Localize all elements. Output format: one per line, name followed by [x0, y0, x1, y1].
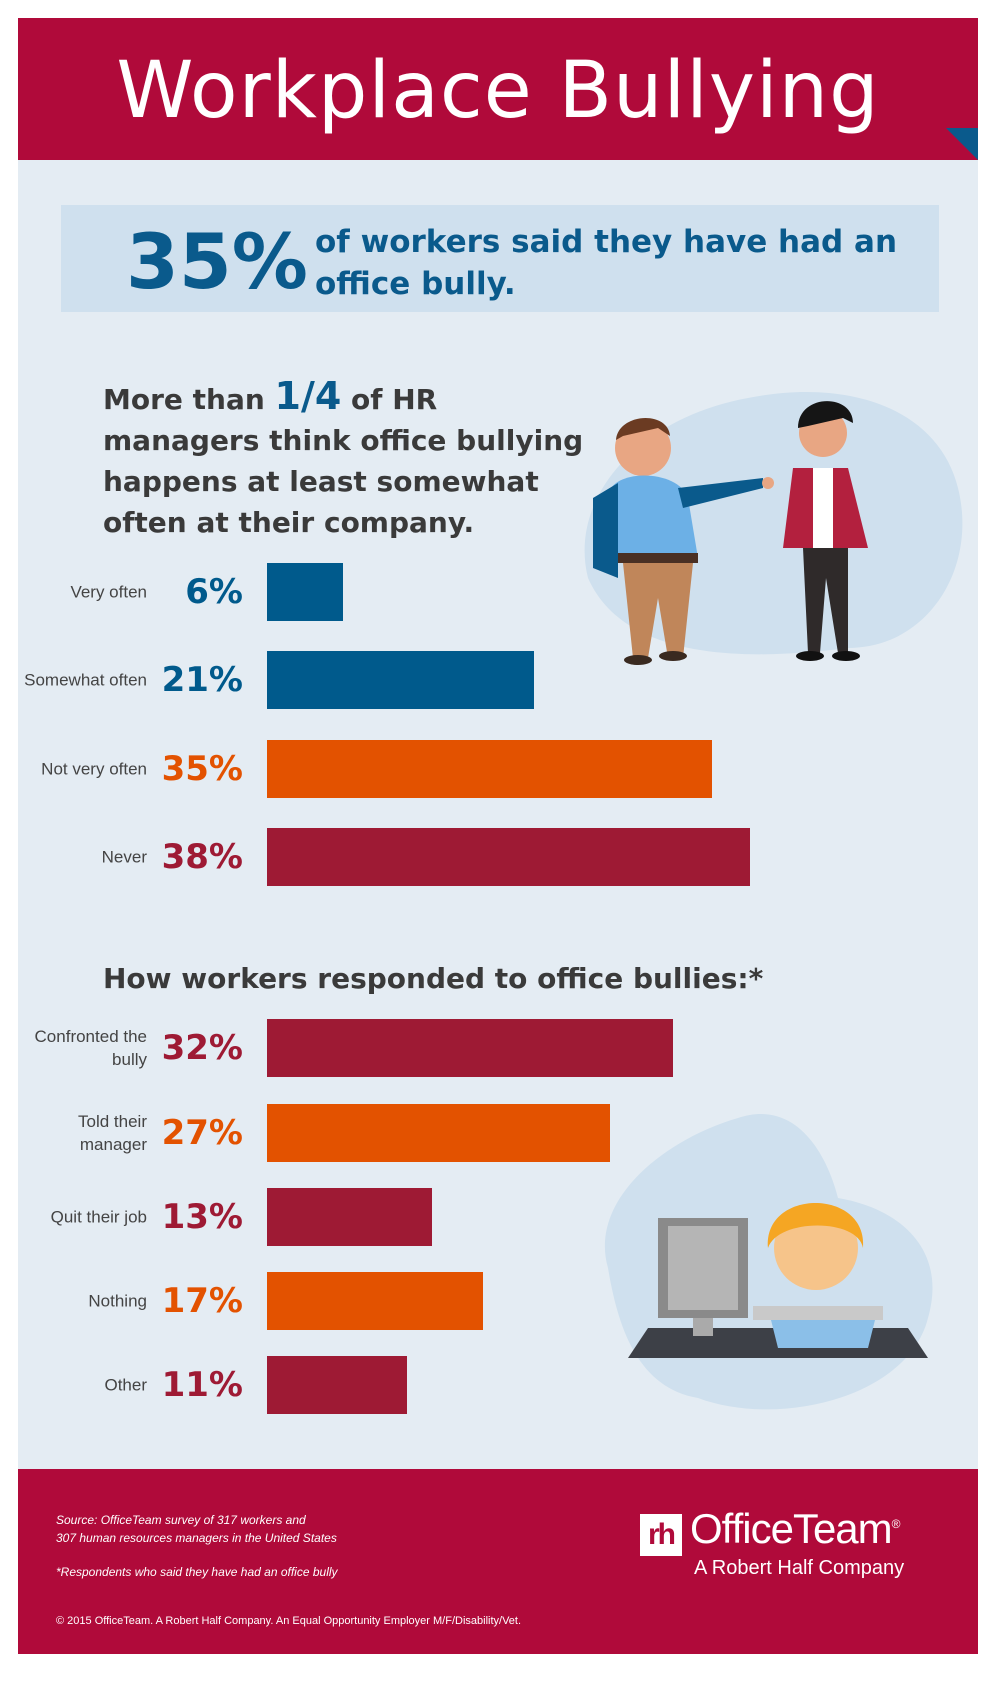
stressed-woman-illustration: [604, 1114, 933, 1410]
bar: [267, 1019, 674, 1077]
bar-row: Other 11%: [18, 1356, 978, 1414]
bar-label: Told their manager: [78, 1112, 147, 1154]
value-label: 32%: [161, 1028, 243, 1068]
bar: [267, 1104, 610, 1162]
infographic: Workplace Bullying 35% of workers said t…: [18, 18, 978, 1654]
bar-row: Never 38%: [18, 828, 978, 886]
bar: [267, 651, 534, 709]
bar-label: Somewhat often: [24, 670, 147, 690]
value-label: 13%: [161, 1197, 243, 1237]
registered-mark: ®: [891, 1517, 901, 1531]
bar-row: Not very often 35%: [18, 740, 978, 798]
bar-label: Confronted the bully: [34, 1027, 147, 1069]
value-label: 6%: [185, 572, 243, 612]
bar-row: Quit their job 13%: [18, 1188, 978, 1246]
heading-emphasis: 1/4: [274, 374, 342, 418]
bar: [267, 1188, 433, 1246]
bar: [267, 1356, 407, 1414]
bar: [267, 828, 750, 886]
value-label: 21%: [161, 660, 243, 700]
section1-heading: More than 1/4 of HR managers think offic…: [103, 376, 603, 543]
value-label: 38%: [161, 837, 243, 877]
bar-row: Confronted the bully 32%: [18, 1019, 978, 1077]
value-label: 11%: [161, 1365, 243, 1405]
source-note: Source: OfficeTeam survey of 317 workers…: [56, 1511, 337, 1547]
bar-label: Not very often: [41, 759, 147, 779]
bar-label: Very often: [70, 582, 147, 602]
source-line-2: 307 human resources managers in the Unit…: [56, 1531, 337, 1545]
bar: [267, 740, 712, 798]
bar-label: Never: [101, 847, 147, 867]
value-label: 35%: [161, 749, 243, 789]
section2-heading: How workers responded to office bullies:…: [103, 962, 764, 995]
page-title: Workplace Bullying: [116, 46, 880, 136]
value-label: 17%: [161, 1281, 243, 1321]
heading-suffix: of HR managers think office bullying hap…: [103, 383, 584, 539]
arguing-men-illustration: [584, 392, 963, 665]
heading-prefix: More than: [103, 383, 275, 416]
stat-value: 35%: [126, 217, 308, 306]
folded-corner: [946, 128, 978, 160]
bar: [267, 563, 344, 621]
footnote: *Respondents who said they have had an o…: [56, 1565, 338, 1579]
rh-logo-mark: rh: [640, 1514, 682, 1556]
officeteam-logo: rh OfficeTeam® A Robert Half Company: [640, 1505, 940, 1581]
bar-label: Quit their job: [50, 1207, 147, 1227]
headline-stat: 35% of workers said they have had an off…: [61, 205, 939, 312]
bar-row: Told their manager 27%: [18, 1104, 978, 1162]
bar: [267, 1272, 483, 1330]
brand-tagline: A Robert Half Company: [694, 1557, 905, 1579]
value-label: 27%: [161, 1113, 243, 1153]
header: Workplace Bullying: [18, 18, 978, 160]
source-line-1: Source: OfficeTeam survey of 317 workers…: [56, 1513, 306, 1527]
bar-row: Very often 6%: [18, 563, 978, 621]
footer: Source: OfficeTeam survey of 317 workers…: [18, 1469, 978, 1654]
bar-label: Nothing: [88, 1291, 147, 1311]
copyright: © 2015 OfficeTeam. A Robert Half Company…: [56, 1615, 522, 1627]
brand-name: OfficeTeam®: [690, 1505, 901, 1553]
bar-row: Somewhat often 21%: [18, 651, 978, 709]
bar-row: Nothing 17%: [18, 1272, 978, 1330]
stat-text: of workers said they have had an office …: [315, 224, 898, 302]
brand-text: OfficeTeam: [690, 1505, 893, 1552]
bar-label: Other: [104, 1375, 147, 1395]
